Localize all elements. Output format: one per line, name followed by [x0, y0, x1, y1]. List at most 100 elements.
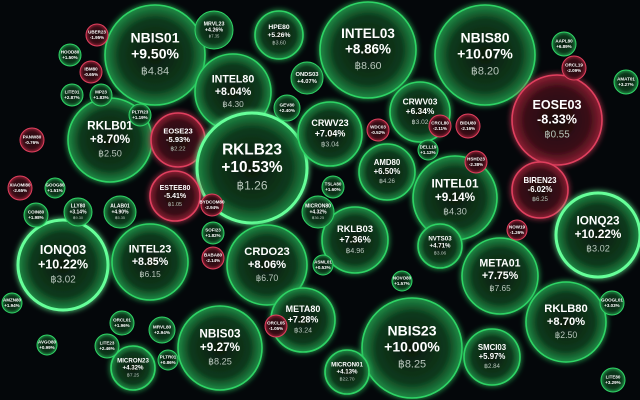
bubble[interactable]: PLTR01+0.86% — [157, 349, 179, 371]
bubble[interactable]: GOOG80+1.51% — [44, 177, 66, 199]
bubble-circle — [321, 175, 345, 199]
bubble[interactable]: WDC03-0.52% — [366, 118, 390, 142]
bubble[interactable]: EOSE23-5.93% ฿2.22 — [150, 112, 206, 168]
bubble[interactable]: UBER23-1.95% — [85, 23, 109, 47]
bubble[interactable]: ORCL01+1.96% — [109, 310, 135, 336]
bubble[interactable]: IBM80-0.65% — [79, 60, 103, 84]
change: +1.57% — [394, 281, 409, 286]
change: +2.46% — [99, 346, 114, 351]
bubble-circle — [366, 118, 390, 142]
bubble[interactable]: GOOGL01+3.03% — [599, 290, 625, 316]
bubble[interactable]: COIN80+1.98% — [23, 202, 49, 228]
change: +9.14% — [435, 191, 476, 204]
ticker: EOSE03 — [532, 98, 581, 112]
bubble[interactable]: SMCI03+5.97% ฿2.84 — [463, 328, 521, 386]
bubble[interactable]: NBIS80+10.07% ฿8.20 — [434, 4, 536, 106]
ticker: NBIS03 — [199, 328, 241, 341]
bubble[interactable]: MICRON01+4.13%฿22.70 — [324, 349, 370, 395]
bubble-circle — [36, 334, 58, 356]
bubble[interactable]: NVTS03+4.71%฿3.06 — [417, 223, 463, 269]
bubble[interactable]: MRVL80+2.94% — [148, 316, 176, 344]
bubble[interactable]: SOFI23+1.82% — [201, 221, 225, 245]
bubble[interactable]: ORCL19-2.09% — [561, 55, 587, 81]
bubble[interactable]: MRVL23+4.26%฿7.35 — [194, 10, 234, 50]
bubble[interactable]: ESTEE80-5.41%฿1.05 — [149, 170, 201, 222]
price: ฿2.84 — [484, 363, 500, 370]
bubble[interactable]: AVGO80+0.99% — [36, 334, 58, 356]
bubble[interactable]: BIDU80-2.16% — [455, 113, 481, 139]
bubble[interactable]: LLY80+3.14%฿9.30 — [63, 197, 93, 227]
bubble-circle — [60, 83, 84, 107]
bubble[interactable]: AMAT01+3.27% — [613, 69, 639, 95]
bubble[interactable]: LITE23+2.46% — [94, 333, 120, 359]
price: ฿3.02 — [412, 118, 429, 126]
change: -5.41% — [164, 193, 187, 200]
bubble[interactable]: RKLB80+8.70% ฿2.50 — [525, 281, 607, 363]
bubble[interactable]: GEV80+2.40% — [273, 94, 301, 122]
ticker: NVTS03 — [428, 236, 452, 243]
bubble[interactable]: IONQ03+10.22% ฿3.02 — [16, 218, 110, 312]
bubble[interactable]: NBIS01+9.50% ฿4.84 — [104, 4, 206, 106]
bubble[interactable]: LITE80+3.29% — [600, 367, 626, 393]
bubble[interactable]: NBIS23+10.00% ฿8.25 — [361, 297, 463, 399]
bubble[interactable]: MP23+1.83% — [89, 83, 113, 107]
bubble[interactable]: INTEL23+8.85%฿6.15 — [111, 223, 189, 301]
change: -2.65% — [13, 188, 27, 193]
bubble[interactable]: XIAOMI80-2.65% — [7, 175, 33, 201]
bubble[interactable]: CRCL80-2.11% — [428, 114, 452, 138]
bubble-circle — [111, 223, 189, 301]
price: ฿3.02 — [586, 244, 610, 254]
bubble[interactable]: PANW80-0.76% — [19, 127, 45, 153]
bubble[interactable]: HSHD23-2.38% — [464, 150, 488, 174]
price: ฿3.02 — [50, 275, 75, 286]
change: -1.95% — [90, 35, 104, 40]
ticker: ESTEE80 — [160, 185, 191, 192]
bubble[interactable]: IONQ23+10.22% ฿3.02 — [554, 191, 640, 279]
bubble[interactable]: TSLA80+1.60% — [321, 175, 345, 199]
bubble[interactable]: NOVO80+1.57% — [391, 270, 413, 292]
bubble[interactable]: MICRON23+4.32%฿7.25 — [110, 345, 156, 391]
bubble[interactable]: INTEL80+8.04%฿4.30 — [194, 53, 272, 131]
bubble[interactable]: AAPL80+6.89% — [551, 31, 577, 57]
bubble[interactable]: INTEL01+9.14% ฿4.30 — [412, 155, 498, 241]
bubble[interactable]: EOSE03-8.33% ฿0.55 — [511, 74, 603, 166]
change: +10.07% — [457, 46, 513, 62]
bubble[interactable]: LITE01+2.87% — [60, 83, 84, 107]
bubble[interactable]: DELL19+1.12% — [417, 139, 439, 161]
bubble[interactable]: HPE80+5.26%฿3.60 — [254, 10, 304, 60]
bubble[interactable]: BIREN23-6.02% ฿6.25 — [511, 161, 569, 219]
bubble[interactable]: CRWV23+7.04% ฿3.04 — [297, 101, 363, 167]
ticker: ONDS03 — [295, 72, 318, 78]
bubble[interactable]: BYDCOM80-2.94% — [199, 193, 225, 217]
bubble[interactable]: NBIS03+9.27% ฿8.25 — [177, 305, 263, 391]
price: ฿3.06 — [434, 251, 447, 257]
bubble[interactable]: MICRON80+4.32%฿36.25 — [301, 195, 335, 229]
bubble[interactable]: RKLB23+10.53% ฿1.26 — [195, 111, 309, 225]
bubble[interactable]: NOW19-1.26% — [506, 219, 528, 241]
ticker: MICRON80 — [305, 204, 331, 210]
bubble-circle — [200, 193, 224, 217]
bubble[interactable]: CRDO23+8.06% ฿6.70 — [226, 224, 308, 306]
bubble[interactable]: PLTR23+1.19% — [128, 103, 152, 127]
bubble[interactable]: INTEL03+8.86% ฿8.60 — [319, 1, 417, 99]
change: -2.14% — [206, 258, 220, 263]
bubble[interactable]: HOOD80+1.50% — [58, 43, 82, 67]
bubble[interactable]: ORCL05-1.05% — [264, 314, 288, 338]
bubble[interactable]: AMD80+6.50% ฿4.26 — [358, 143, 416, 201]
bubble[interactable]: RKLB03+7.36% ฿4.96 — [321, 206, 389, 274]
bubble[interactable]: ALAB01+4.90%฿5.35 — [103, 195, 137, 229]
bubble[interactable]: META01+7.75%฿7.65 — [461, 237, 539, 315]
bubble-circle — [434, 4, 536, 106]
bubble-circle — [104, 4, 206, 106]
ticker: INTEL01 — [431, 178, 478, 191]
bubble[interactable]: META80+7.28% ฿3.24 — [270, 287, 336, 353]
ticker: BIDU80 — [460, 120, 477, 125]
ticker: RKLB23 — [222, 141, 282, 158]
bubble[interactable]: ASML01+0.53% — [312, 254, 334, 276]
bubble[interactable]: AMZN80+1.94% — [1, 292, 23, 314]
change: +0.99% — [39, 345, 54, 350]
bubble-circle — [58, 43, 82, 67]
ticker: META01 — [479, 258, 520, 270]
bubble[interactable]: ONDS03+4.07% — [290, 61, 324, 95]
bubble[interactable]: BABA80-2.14% — [201, 246, 225, 270]
